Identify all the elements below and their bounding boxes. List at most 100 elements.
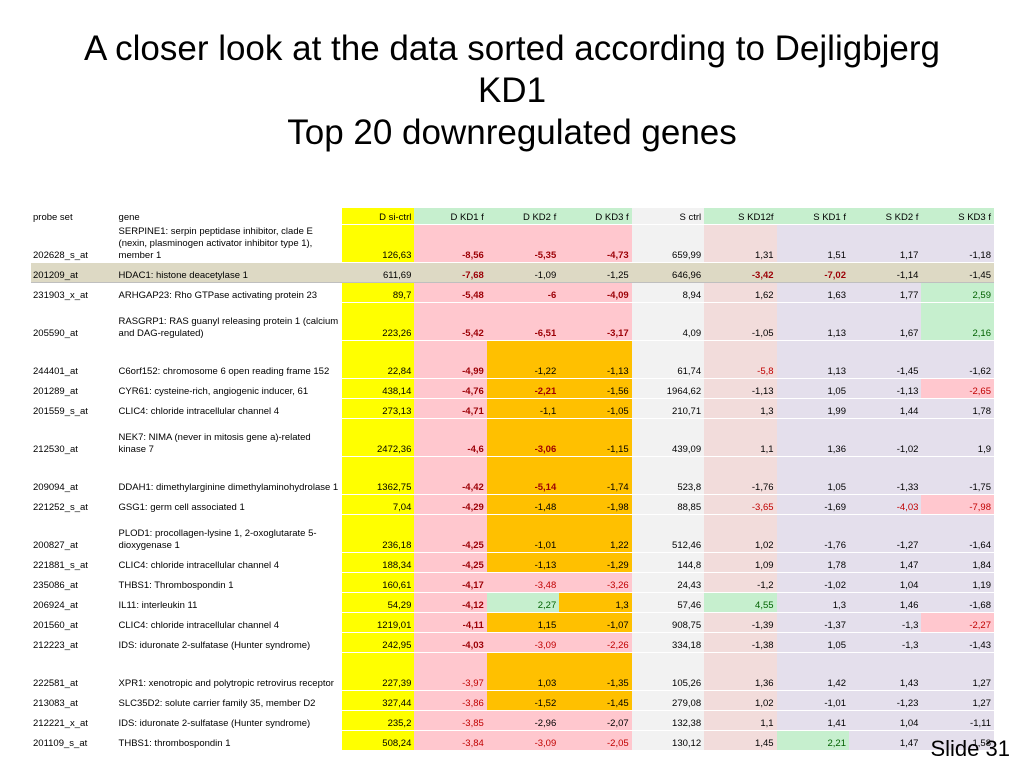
s-ctrl-cell: 105,26 [631, 652, 705, 691]
probe-set-cell: 221252_s_at [31, 494, 117, 515]
d-kd2-f-cell: -3,09 [486, 632, 560, 653]
s-kd12f-cell: -1,39 [704, 612, 777, 633]
d-kd2-f-cell: -3,06 [486, 418, 560, 457]
s-kd3-f-cell: -1,11 [921, 710, 994, 731]
gene-cell: ARHGAP23: Rho GTPase activating protein … [116, 282, 342, 303]
column-header: D KD1 f [414, 208, 487, 225]
s-kd3-f-cell: -1,43 [921, 632, 994, 653]
d-kd3-f-cell: -2,26 [559, 632, 632, 653]
s-ctrl-cell: 439,09 [631, 418, 705, 457]
s-kd12f-cell: -3,42 [704, 262, 777, 283]
d-kd1-f-cell: -5,48 [414, 282, 487, 303]
table-row: 209094_at DDAH1: dimethylarginine dimethy… [31, 456, 994, 495]
d-kd3-f-cell: -1,07 [559, 612, 632, 633]
d-kd2-f-cell: -6 [486, 282, 560, 303]
d-kd3-f-cell: -2,05 [559, 730, 632, 751]
table-row: 235086_at THBS1: Thrombospondin 1 160,61 -4… [31, 572, 994, 593]
d-kd1-f-cell: -4,6 [414, 418, 487, 457]
s-kd3-f-cell: -1,68 [921, 592, 994, 613]
table-row: 200827_at PLOD1: procollagen-lysine 1, 2-… [31, 514, 994, 553]
d-si-ctrl-cell: 1362,75 [341, 456, 415, 495]
d-kd3-f-cell: 1,22 [559, 514, 632, 553]
d-kd3-f-cell: -1,05 [559, 398, 632, 419]
d-si-ctrl-cell: 227,39 [341, 652, 415, 691]
d-kd1-f-cell: -4,12 [414, 592, 487, 613]
d-kd1-f-cell: -4,25 [414, 514, 487, 553]
probe-set-cell: 212223_at [31, 632, 117, 653]
s-kd1-f-cell: 1,42 [776, 652, 849, 691]
s-ctrl-cell: 512,46 [631, 514, 705, 553]
table-row: 202628_s_at SERPINE1: serpin peptidase in… [31, 224, 994, 263]
d-kd1-f-cell: -3,85 [414, 710, 487, 731]
s-kd2-f-cell: 1,17 [848, 224, 922, 263]
d-kd2-f-cell: -1,01 [486, 514, 560, 553]
s-ctrl-cell: 523,8 [631, 456, 705, 495]
gene-cell: C6orf152: chromosome 6 open reading fram… [116, 340, 342, 379]
s-kd12f-cell: -1,76 [704, 456, 777, 495]
probe-set-cell: 201560_at [31, 612, 117, 633]
gene-cell: SERPINE1: serpin peptidase inhibitor, cl… [116, 224, 342, 263]
s-kd12f-cell: -3,65 [704, 494, 777, 515]
d-si-ctrl-cell: 508,24 [341, 730, 415, 751]
d-kd3-f-cell: -1,98 [559, 494, 632, 515]
d-kd1-f-cell: -4,99 [414, 340, 487, 379]
s-kd1-f-cell: -7,02 [776, 262, 849, 283]
s-kd1-f-cell: -1,69 [776, 494, 849, 515]
slide-title: A closer look at the data sorted accordi… [0, 28, 1024, 154]
d-kd2-f-cell: 2,27 [486, 592, 560, 613]
d-kd2-f-cell: -1,52 [486, 690, 560, 711]
s-kd1-f-cell: 1,13 [776, 340, 849, 379]
probe-set-cell: 201109_s_at [31, 730, 117, 751]
s-ctrl-cell: 8,94 [631, 282, 705, 303]
s-kd3-f-cell: -1,64 [921, 514, 994, 553]
table-row: 201559_s_at CLIC4: chloride intracellular… [31, 398, 994, 419]
s-kd1-f-cell: 1,99 [776, 398, 849, 419]
d-kd2-f-cell: 1,15 [486, 612, 560, 633]
probe-set-cell: 206924_at [31, 592, 117, 613]
table-row: 222581_at XPR1: xenotropic and polytropic… [31, 652, 994, 691]
d-kd1-f-cell: -8,56 [414, 224, 487, 263]
s-kd2-f-cell: 1,46 [848, 592, 922, 613]
d-kd2-f-cell: 1,03 [486, 652, 560, 691]
d-si-ctrl-cell: 2472,36 [341, 418, 415, 457]
s-kd2-f-cell: -1,33 [848, 456, 922, 495]
probe-set-cell: 201209_at [31, 262, 117, 283]
table-row: 206924_at IL11: interleukin 11 54,29 -4,12 2… [31, 592, 994, 613]
s-kd1-f-cell: 1,51 [776, 224, 849, 263]
d-kd3-f-cell: -1,35 [559, 652, 632, 691]
d-kd2-f-cell: -1,48 [486, 494, 560, 515]
column-header: S ctrl [631, 208, 705, 225]
d-kd3-f-cell: -3,26 [559, 572, 632, 593]
probe-set-cell: 202628_s_at [31, 224, 117, 263]
gene-cell: DDAH1: dimethylarginine dimethylaminohyd… [116, 456, 342, 495]
d-kd3-f-cell: -2,07 [559, 710, 632, 731]
s-kd2-f-cell: -1,27 [848, 514, 922, 553]
s-kd2-f-cell: 1,04 [848, 572, 922, 593]
probe-set-cell: 244401_at [31, 340, 117, 379]
d-si-ctrl-cell: 7,04 [341, 494, 415, 515]
s-ctrl-cell: 88,85 [631, 494, 705, 515]
s-kd3-f-cell: 1,27 [921, 652, 994, 691]
d-si-ctrl-cell: 223,26 [341, 302, 415, 341]
s-kd12f-cell: -1,38 [704, 632, 777, 653]
gene-cell: IDS: iduronate 2-sulfatase (Hunter syndr… [116, 710, 342, 731]
s-kd1-f-cell: 1,36 [776, 418, 849, 457]
s-kd12f-cell: -1,05 [704, 302, 777, 341]
d-kd3-f-cell: -1,13 [559, 340, 632, 379]
s-kd1-f-cell: 1,05 [776, 632, 849, 653]
d-kd3-f-cell: 1,3 [559, 592, 632, 613]
table-row: 212221_x_at IDS: iduronate 2-sulfatase (H… [31, 710, 994, 731]
s-kd12f-cell: 1,62 [704, 282, 777, 303]
probe-set-cell: 213083_at [31, 690, 117, 711]
gene-cell: THBS1: Thrombospondin 1 [116, 572, 342, 593]
table-row: 213083_at SLC35D2: solute carrier family … [31, 690, 994, 711]
s-kd2-f-cell: -1,3 [848, 612, 922, 633]
d-kd2-f-cell: -5,35 [486, 224, 560, 263]
d-kd1-f-cell: -5,42 [414, 302, 487, 341]
d-kd1-f-cell: -7,68 [414, 262, 487, 283]
s-kd1-f-cell: -1,37 [776, 612, 849, 633]
s-kd12f-cell: 4,55 [704, 592, 777, 613]
gene-cell: GSG1: germ cell associated 1 [116, 494, 342, 515]
